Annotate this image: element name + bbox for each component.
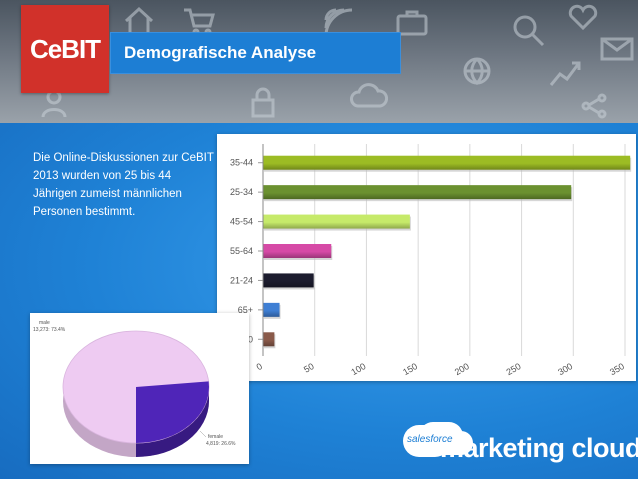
mail-icon bbox=[600, 37, 634, 61]
cebit-logo: CeBIT bbox=[21, 5, 109, 93]
x-tick-label: 250 bbox=[505, 361, 523, 377]
bar-21-24 bbox=[263, 273, 314, 288]
x-tick-label: 0 bbox=[255, 361, 264, 372]
x-tick-label: 200 bbox=[453, 361, 471, 377]
marketing-cloud-wordmark: marketing cloud bbox=[440, 433, 638, 463]
salesforce-cloud-icon bbox=[403, 425, 451, 457]
pie-label-female: female bbox=[208, 434, 223, 440]
gender-pie-chart: male 13,273: 73.4% female 4,819: 26.6% bbox=[30, 313, 249, 464]
share-icon bbox=[581, 93, 607, 119]
briefcase-icon bbox=[396, 10, 428, 36]
salesforce-wordmark: salesforce bbox=[407, 434, 453, 445]
x-tick-label: 350 bbox=[608, 361, 626, 377]
bar-18-20 bbox=[263, 332, 275, 347]
pie-leader-female bbox=[199, 430, 207, 438]
cloud-icon bbox=[350, 83, 388, 108]
y-category-label: 35-44 bbox=[230, 158, 253, 168]
globe-icon bbox=[463, 57, 491, 86]
slide-title: Demografische Analyse bbox=[110, 32, 401, 74]
pie-value-male: 13,273: 73.4% bbox=[33, 327, 66, 333]
age-bar-chart-svg: 0 50 100 150 200 250 300 350 35-44 25-34 45-54 55-6… bbox=[230, 144, 632, 377]
bar-25-34 bbox=[263, 185, 572, 200]
pie-label-male: male bbox=[39, 320, 50, 326]
y-category-label: 55-64 bbox=[230, 246, 253, 256]
y-category-label: 21-24 bbox=[230, 275, 253, 285]
y-category-label: 45-54 bbox=[230, 217, 253, 227]
chart-icon bbox=[549, 61, 581, 86]
pie-slice-female bbox=[136, 381, 209, 443]
wifi-icon bbox=[324, 8, 353, 37]
x-tick-label: 50 bbox=[302, 361, 316, 375]
pie-value-female: 4,819: 26.6% bbox=[206, 441, 236, 447]
heart-icon bbox=[568, 4, 598, 30]
header-banner: CeBIT Demografische Analyse bbox=[0, 0, 638, 123]
marketing-cloud-logo: salesforce marketing cloud bbox=[403, 425, 638, 470]
description-text: Die Online-Diskussionen zur CeBIT 2013 w… bbox=[33, 152, 214, 218]
bar-65+ bbox=[263, 302, 280, 317]
y-category-label: 65+ bbox=[238, 305, 253, 315]
y-category-label: 25-34 bbox=[230, 187, 253, 197]
x-tick-label: 300 bbox=[556, 361, 574, 377]
pie-side-female bbox=[136, 387, 209, 457]
search-icon bbox=[513, 15, 545, 47]
bar-35-44 bbox=[263, 155, 631, 170]
lock-icon bbox=[251, 87, 275, 118]
x-tick-label: 150 bbox=[401, 361, 419, 377]
x-tick-label: 100 bbox=[349, 361, 367, 377]
bar-55-64 bbox=[263, 244, 332, 258]
age-bar-chart: 0 50 100 150 200 250 300 350 35-44 25-34 45-54 55-6… bbox=[217, 134, 636, 381]
bar-45-54 bbox=[263, 214, 410, 229]
